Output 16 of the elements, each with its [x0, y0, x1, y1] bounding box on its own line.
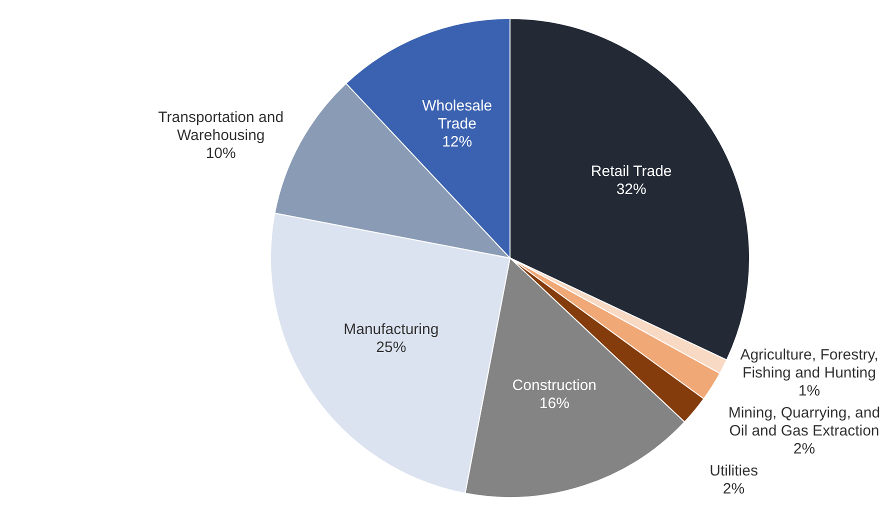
data-label: 10%: [206, 144, 236, 162]
data-label: 25%: [376, 338, 406, 356]
slice-label: Retail Trade: [590, 163, 672, 180]
data-label: 16%: [539, 394, 570, 412]
slice-label: Construction: [512, 376, 597, 394]
data-label: 1%: [798, 382, 820, 400]
slice-label: Utilities: [710, 462, 758, 480]
data-label: 2%: [793, 440, 816, 458]
slice-label: Wholesale Trade: [422, 98, 492, 133]
slice-label: Mining, Quarrying, and Oil and Gas Extraction: [728, 404, 880, 440]
data-label: 2%: [722, 480, 745, 498]
data-label: 12%: [442, 134, 472, 151]
data-label: 32%: [616, 181, 646, 198]
slice-label: Transportation and Warehousing: [158, 108, 284, 144]
slice-label: Agriculture, Forestry, Fishing and Hunting: [740, 346, 878, 382]
slice-label: Manufacturing: [344, 320, 439, 338]
